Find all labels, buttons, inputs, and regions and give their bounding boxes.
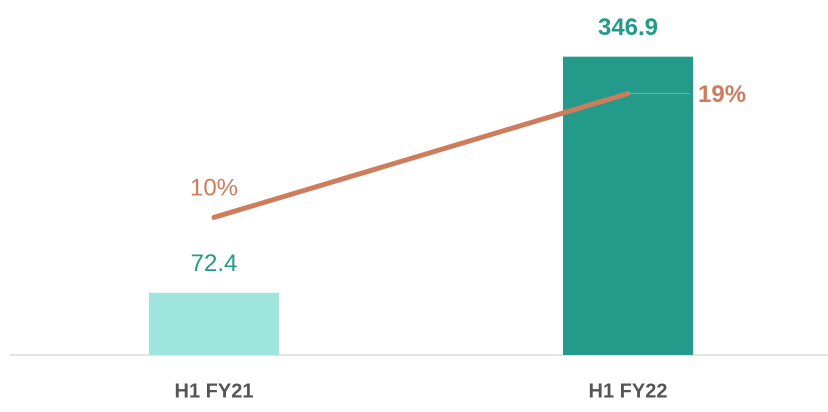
bar-value-label: 346.9 [598,14,658,41]
bar [563,56,693,355]
line [211,91,631,220]
x-tick-label: H1 FY21 [175,380,254,402]
line-value-label: 19% [698,81,746,108]
bar-value-label: 72.4 [191,250,238,277]
line-value-label: 10% [190,175,238,202]
bar [149,292,279,355]
x-tick-label: H1 FY22 [589,380,668,402]
